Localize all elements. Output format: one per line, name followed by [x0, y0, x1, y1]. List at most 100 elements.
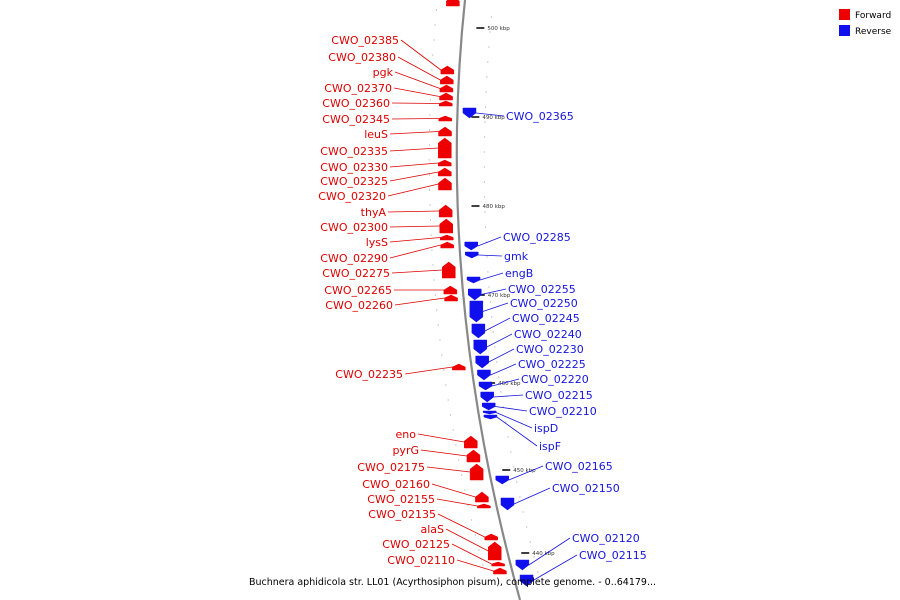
- tick-label: 490 kbp: [482, 115, 505, 121]
- leader-line: [387, 183, 439, 197]
- gene-feature: [477, 369, 491, 381]
- leader-line: [475, 112, 505, 117]
- leader-line: [490, 363, 517, 376]
- reverse-gene-label: CWO_02150: [552, 482, 620, 495]
- gene-feature: [481, 402, 496, 411]
- gene-feature: [464, 241, 478, 251]
- leader-line: [496, 416, 538, 447]
- gene-feature: [438, 204, 453, 218]
- gene-feature: [482, 410, 497, 415]
- gene-feature: [439, 218, 453, 234]
- leader-line: [391, 102, 440, 104]
- leader-line: [404, 366, 453, 375]
- leader-line: [389, 171, 439, 182]
- leader-line: [437, 513, 485, 538]
- reverse-gene-label: CWO_02285: [503, 231, 571, 244]
- forward-gene-label: CWO_02160: [362, 478, 430, 491]
- forward-gene-label: CWO_02380: [328, 51, 396, 64]
- forward-gene-label: pyrG: [392, 444, 419, 457]
- gene-feature: [495, 475, 510, 485]
- reverse-gene-label: ispF: [539, 440, 561, 453]
- gene-feature: [483, 414, 498, 420]
- reverse-gene-label: CWO_02225: [518, 358, 586, 371]
- leader-line: [508, 465, 544, 481]
- gene-feature: [478, 381, 493, 391]
- leader-line: [389, 244, 441, 259]
- leader-line: [387, 210, 440, 213]
- leader-line: [486, 333, 513, 348]
- gene-feature: [438, 167, 452, 177]
- forward-gene-label: pgk: [373, 66, 394, 79]
- leader-line: [479, 272, 504, 281]
- leader-line: [397, 56, 441, 81]
- leader-line: [431, 483, 476, 498]
- gene-feature: [473, 339, 488, 355]
- gene-features: [438, 0, 534, 587]
- leader-line: [400, 39, 442, 71]
- leader-line: [391, 118, 439, 120]
- forward-gene-label: leuS: [364, 128, 388, 141]
- gene-feature: [466, 276, 481, 284]
- gene-feature: [500, 497, 515, 511]
- legend-forward-label: Forward: [855, 11, 891, 21]
- reverse-gene-label: CWO_02120: [572, 532, 640, 545]
- gene-feature: [469, 300, 484, 323]
- reverse-gene-label: CWO_02215: [525, 389, 593, 402]
- tick-label: 460 kbp: [498, 381, 521, 387]
- leader-line: [451, 543, 492, 565]
- leader-line: [532, 554, 578, 581]
- leader-line: [389, 147, 439, 152]
- forward-gene-label: CWO_02290: [320, 252, 388, 265]
- forward-gene-label: CWO_02155: [367, 493, 435, 506]
- gene-feature: [446, 0, 460, 7]
- forward-gene-label: eno: [396, 428, 417, 441]
- forward-gene-label: CWO_02300: [320, 221, 388, 234]
- leader-line: [482, 302, 509, 312]
- forward-gene-label: CWO_02325: [320, 175, 388, 188]
- gene-feature: [468, 288, 482, 301]
- leader-line: [456, 559, 494, 572]
- leader-line: [478, 254, 503, 257]
- gene-feature: [444, 294, 458, 302]
- leader-line: [484, 317, 511, 332]
- leader-line: [389, 131, 439, 135]
- leader-line: [389, 162, 439, 168]
- reverse-gene-label: CWO_02220: [521, 373, 589, 386]
- gene-feature: [515, 559, 530, 571]
- gene-feature: [471, 323, 486, 339]
- reverse-gene-label: CWO_02250: [510, 297, 578, 310]
- gene-feature: [466, 449, 481, 463]
- leader-line: [495, 406, 528, 412]
- gene-feature: [464, 435, 478, 449]
- map-caption: Buchnera aphidicola str. LL01 (Acyrthosi…: [248, 577, 657, 588]
- gene-feature: [493, 567, 507, 575]
- leader-line: [393, 87, 440, 97]
- gene-feature: [462, 107, 477, 119]
- reverse-gene-label: CWO_02165: [545, 460, 613, 473]
- gene-feature: [438, 159, 452, 167]
- reverse-gene-label: gmk: [504, 250, 529, 263]
- reverse-gene-label: engB: [505, 267, 533, 280]
- gene-feature: [477, 503, 491, 509]
- forward-gene-label: CWO_02260: [325, 299, 393, 312]
- gene-feature: [440, 241, 454, 249]
- gene-feature: [440, 234, 454, 241]
- forward-gene-label: CWO_02275: [322, 267, 390, 280]
- leader-line: [496, 412, 533, 429]
- gene-feature: [475, 355, 489, 369]
- leader-line: [417, 433, 465, 443]
- gene-feature: [439, 84, 454, 93]
- leader-line: [389, 225, 440, 228]
- leader-line: [445, 528, 489, 552]
- tick-label: 480 kbp: [483, 204, 506, 210]
- forward-gene-label: CWO_02320: [318, 190, 386, 203]
- reverse-gene-label: CWO_02240: [514, 328, 582, 341]
- leader-line: [420, 449, 468, 457]
- leader-line: [389, 237, 441, 243]
- gene-feature: [438, 115, 453, 122]
- gene-feature: [487, 541, 502, 561]
- legend: Forward Reverse: [839, 9, 892, 37]
- leader-line: [477, 236, 502, 247]
- leader-line: [493, 394, 524, 398]
